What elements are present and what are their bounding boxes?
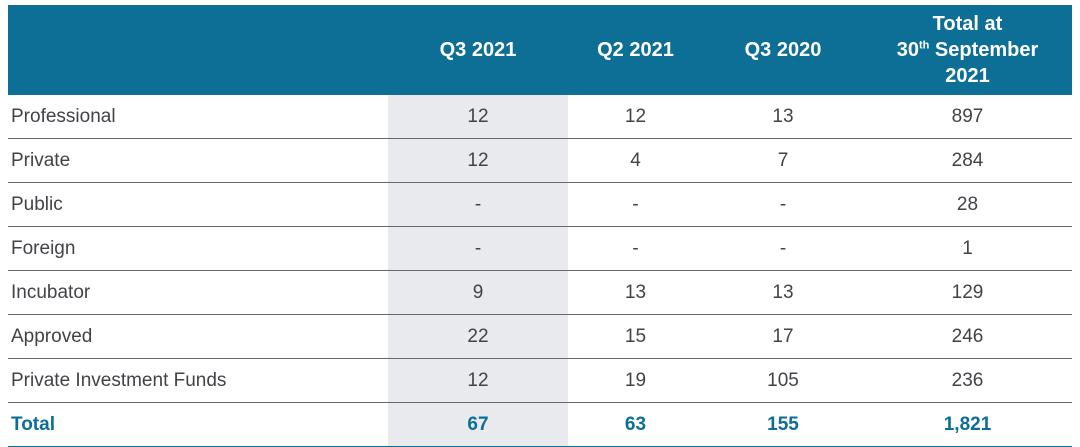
table-body: Professional 12 12 13 897 Private 12 4 7 284 Publi… xyxy=(8,95,1072,447)
row-label: Professional xyxy=(8,95,388,139)
header-total-at-date: Total at 30th September 2021 xyxy=(863,5,1072,95)
row-value: - xyxy=(568,226,703,271)
header-total-ordinal: th xyxy=(918,39,930,52)
row-label: Approved xyxy=(8,314,388,359)
row-value: 1 xyxy=(863,226,1072,271)
table-row: Public - - -28 xyxy=(8,182,1072,227)
row-value: - xyxy=(703,182,863,227)
row-value: 13 xyxy=(568,270,703,315)
row-value: 13 xyxy=(703,270,863,315)
row-value: - xyxy=(388,182,568,227)
total-row-label: Total xyxy=(8,402,388,447)
row-value: 236 xyxy=(863,358,1072,403)
row-label: Private Investment Funds xyxy=(8,358,388,403)
header-total-line1: Total at xyxy=(932,13,1003,35)
row-value: 246 xyxy=(863,314,1072,359)
row-value: 284 xyxy=(863,138,1072,183)
total-value-grand: 1,821 xyxy=(863,402,1072,447)
table-row: Approved 22 15 17 246 xyxy=(8,314,1072,359)
row-value: 15 xyxy=(568,314,703,359)
row-value: - xyxy=(703,226,863,271)
row-value: 105 xyxy=(703,358,863,403)
row-value: 129 xyxy=(863,270,1072,315)
table-row: Incubator 9 13 13 129 xyxy=(8,270,1072,315)
header-q3-2021: Q3 2021 xyxy=(388,5,568,95)
table-row: Professional 12 12 13 897 xyxy=(8,95,1072,139)
row-value: 12 xyxy=(388,95,568,139)
row-value: 13 xyxy=(703,95,863,139)
row-value: - xyxy=(388,226,568,271)
row-value: 7 xyxy=(703,138,863,183)
header-total-year: 2021 xyxy=(945,65,990,87)
table-header: Q3 2021 Q2 2021 Q3 2020 Total at 30th Sep… xyxy=(8,5,1072,95)
header-empty-cell xyxy=(8,5,388,95)
row-value: 17 xyxy=(703,314,863,359)
header-q2-2021: Q2 2021 xyxy=(568,5,703,95)
header-q3-2020: Q3 2020 xyxy=(703,5,863,95)
row-value: 28 xyxy=(863,182,1072,227)
row-label: Private xyxy=(8,138,388,183)
row-label: Incubator xyxy=(8,270,388,315)
total-value-q3-2021: 67 xyxy=(388,402,568,447)
row-value: 22 xyxy=(388,314,568,359)
table-row: Foreign - - -1 xyxy=(8,226,1072,271)
header-total-day: 30 xyxy=(896,39,919,61)
fund-categories-table: Q3 2021 Q2 2021 Q3 2020 Total at 30th Sep… xyxy=(8,5,1072,447)
row-label: Foreign xyxy=(8,226,388,271)
table-row: Private 12 4 7 284 xyxy=(8,138,1072,183)
total-row: Total 67 63 155 1,821 xyxy=(8,402,1072,447)
row-value: 19 xyxy=(568,358,703,403)
total-value-q3-2020: 155 xyxy=(703,402,863,447)
header-row: Q3 2021 Q2 2021 Q3 2020 Total at 30th Sep… xyxy=(8,5,1072,95)
table-row: Private Investment Funds 12 19 105 236 xyxy=(8,358,1072,403)
row-value: 12 xyxy=(388,138,568,183)
header-total-month: September xyxy=(934,39,1039,61)
row-value: 897 xyxy=(863,95,1072,139)
row-value: 12 xyxy=(388,358,568,403)
row-value: 12 xyxy=(568,95,703,139)
row-value: - xyxy=(568,182,703,227)
total-value-q2-2021: 63 xyxy=(568,402,703,447)
row-value: 4 xyxy=(568,138,703,183)
row-label: Public xyxy=(8,182,388,227)
row-value: 9 xyxy=(388,270,568,315)
